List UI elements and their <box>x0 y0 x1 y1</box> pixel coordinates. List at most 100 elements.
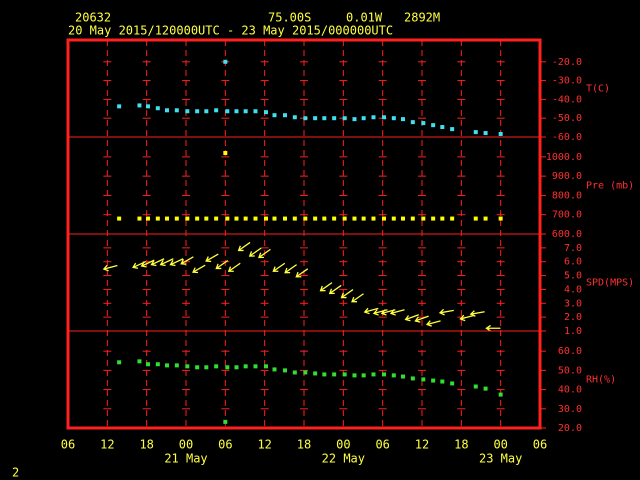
y-tick-label: 6.0 <box>564 257 582 268</box>
wind-arrow <box>237 241 251 252</box>
data-point <box>292 115 297 120</box>
data-point <box>117 360 122 365</box>
wind-arrow <box>404 314 419 322</box>
data-point <box>381 372 386 377</box>
wind-arrow <box>272 262 286 272</box>
wind-arrow <box>485 324 501 332</box>
data-point <box>381 115 386 120</box>
data-point <box>195 365 200 370</box>
x-tick-label: 00 <box>336 438 350 452</box>
data-point <box>332 372 337 377</box>
data-point <box>332 116 337 121</box>
data-point <box>483 216 488 221</box>
data-point <box>243 216 248 221</box>
data-point <box>282 368 287 373</box>
data-point <box>371 216 376 221</box>
frame <box>66 38 542 430</box>
data-point <box>313 216 318 221</box>
data-point <box>431 123 436 128</box>
data-point <box>483 131 488 136</box>
y-tick-label: 3.0 <box>564 298 582 309</box>
data-point <box>361 373 366 378</box>
y-tick-label: 1.0 <box>564 326 582 337</box>
data-point <box>391 116 396 121</box>
data-point <box>263 110 268 115</box>
wind-arrow <box>192 264 206 274</box>
data-point <box>322 116 327 121</box>
station-id: 20632 <box>75 11 111 25</box>
data-point <box>253 109 258 114</box>
data-point <box>174 108 179 113</box>
data-point <box>450 127 455 132</box>
data-point <box>391 216 396 221</box>
longitude: 0.01W <box>346 11 383 25</box>
panel-label: SPD(MPS) <box>586 278 634 289</box>
data-point <box>303 370 308 375</box>
data-point <box>223 59 228 64</box>
y-tick-label: 30.0 <box>558 404 582 415</box>
latitude: 75.00S <box>268 11 311 25</box>
wind-arrow <box>102 264 118 272</box>
data-point <box>400 117 405 122</box>
data-point <box>313 116 318 121</box>
panel-label: T(C) <box>586 84 610 95</box>
data-point <box>155 106 160 111</box>
data-point <box>473 216 478 221</box>
data-point <box>342 216 347 221</box>
data-point <box>174 363 179 368</box>
y-tick-label: 1000.0 <box>546 152 582 163</box>
y-tick-label: 600.0 <box>552 229 582 240</box>
data-point <box>117 104 122 109</box>
wind-arrow <box>227 262 241 272</box>
data-point <box>450 216 455 221</box>
data-point <box>214 364 219 369</box>
y-tick-label: -30.0 <box>552 76 582 87</box>
y-tick-label: 40.0 <box>558 385 582 396</box>
data-point <box>214 216 219 221</box>
wind-arrow <box>425 320 441 327</box>
data-point <box>243 364 248 369</box>
data-point <box>204 109 209 114</box>
data-point <box>223 151 228 156</box>
y-tick-label: 4.0 <box>564 284 582 295</box>
data-point <box>214 108 219 113</box>
data-point <box>421 121 426 126</box>
data-point <box>332 216 337 221</box>
data-point <box>117 216 122 221</box>
y-tick-label: 50.0 <box>558 365 582 376</box>
data-point <box>410 120 415 125</box>
wind-arrow <box>328 284 342 295</box>
wind-arrow <box>459 314 475 322</box>
wind-arrow <box>215 259 229 270</box>
data-point <box>185 364 190 369</box>
data-point <box>253 216 258 221</box>
date-label: 21 May <box>164 452 207 466</box>
x-tick-label: 18 <box>297 438 311 452</box>
wind-arrow <box>340 289 354 299</box>
data-point <box>282 113 287 118</box>
wind-arrow <box>319 282 333 292</box>
y-tick-label: 900.0 <box>552 171 582 182</box>
data-point <box>263 216 268 221</box>
data-point <box>450 381 455 386</box>
data-point <box>361 116 366 121</box>
data-point <box>234 109 239 114</box>
wind-arrow <box>389 309 405 316</box>
data-point <box>421 377 426 382</box>
period: 20 May 2015/120000UTC - 23 May 2015/0000… <box>68 24 393 38</box>
data-point <box>322 372 327 377</box>
data-point <box>371 115 376 120</box>
wind-arrow <box>205 253 219 263</box>
wind-arrow <box>150 258 165 267</box>
y-tick-label: 5.0 <box>564 271 582 282</box>
data-point <box>391 373 396 378</box>
panel-label: RH(%) <box>586 375 616 386</box>
data-point <box>243 109 248 114</box>
data-point <box>342 372 347 377</box>
date-label: 23 May <box>479 452 522 466</box>
data-point <box>322 216 327 221</box>
data-point <box>164 216 169 221</box>
x-tick-label: 06 <box>218 438 232 452</box>
